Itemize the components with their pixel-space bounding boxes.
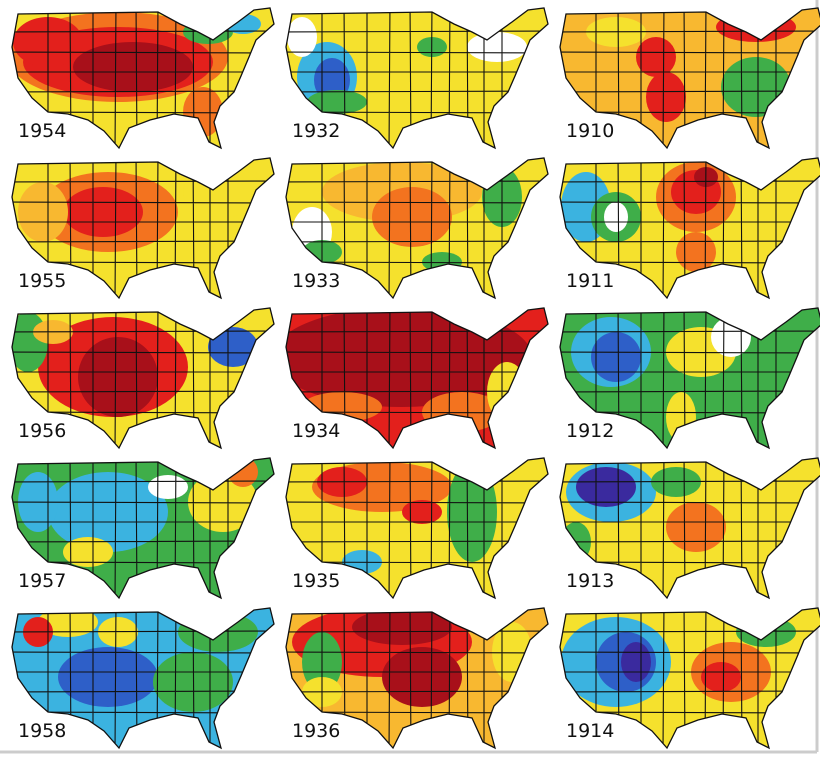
anomaly-region — [591, 332, 641, 382]
map-panel: 1936 — [282, 602, 552, 752]
anomaly-region — [467, 32, 527, 62]
map-panel: 1910 — [556, 2, 820, 152]
year-label: 1954 — [18, 120, 66, 142]
anomaly-region — [183, 167, 263, 217]
anomaly-region — [487, 362, 527, 422]
anomaly-region — [646, 72, 686, 122]
anomaly-region — [228, 457, 258, 487]
anomaly-region — [302, 392, 382, 422]
year-label: 1935 — [292, 570, 340, 592]
year-label: 1913 — [566, 570, 614, 592]
map-panel: 1934 — [272, 302, 552, 452]
anomaly-region — [701, 662, 741, 692]
map-panel: 1913 — [556, 452, 820, 602]
map-panel: 1955 — [8, 152, 278, 302]
anomaly-region — [621, 642, 651, 682]
map-grid: 1954 1932 1910 1955 1933 1911 1956 1934 1912 1957… — [0, 0, 820, 757]
map-panel: 1935 — [282, 452, 552, 602]
anomaly-region — [771, 467, 811, 517]
year-label: 1936 — [292, 720, 340, 742]
anomaly-region — [666, 502, 726, 552]
anomaly-region — [447, 462, 497, 562]
anomaly-region — [402, 500, 442, 524]
anomaly-region — [676, 232, 716, 272]
anomaly-region — [666, 392, 696, 442]
anomaly-region — [307, 90, 367, 114]
map-panel: 1914 — [556, 602, 820, 752]
anomaly-region — [63, 187, 143, 237]
anomaly-region — [372, 187, 452, 247]
year-label: 1932 — [292, 120, 340, 142]
anomaly-region — [711, 317, 751, 357]
year-label: 1911 — [566, 270, 614, 292]
map-panel: 1932 — [282, 2, 552, 152]
year-label: 1912 — [566, 420, 614, 442]
anomaly-region — [148, 475, 188, 499]
anomaly-region — [58, 647, 158, 707]
anomaly-region — [636, 37, 676, 77]
anomaly-region — [497, 467, 537, 517]
year-label: 1956 — [18, 420, 66, 442]
map-panel: 1958 — [8, 602, 278, 752]
anomaly-region — [604, 202, 628, 232]
year-label: 1914 — [566, 720, 614, 742]
map-panel: 1954 — [8, 2, 278, 152]
anomaly-region — [208, 327, 258, 367]
anomaly-region — [183, 20, 233, 44]
year-label: 1910 — [566, 120, 614, 142]
map-panel: 1933 — [282, 152, 552, 302]
anomaly-region — [576, 467, 636, 507]
anomaly-region — [721, 57, 791, 117]
anomaly-region — [178, 612, 258, 652]
map-panel: 1957 — [8, 452, 278, 602]
year-label: 1957 — [18, 570, 66, 592]
year-label: 1934 — [292, 420, 340, 442]
map-panel: 1912 — [556, 302, 820, 452]
anomaly-region — [78, 337, 158, 417]
map-panel: 1956 — [8, 302, 278, 452]
anomaly-region — [287, 17, 317, 57]
map-panel: 1911 — [556, 152, 820, 302]
year-label: 1958 — [18, 720, 66, 742]
year-label: 1955 — [18, 270, 66, 292]
anomaly-region — [18, 182, 68, 242]
year-label: 1933 — [292, 270, 340, 292]
